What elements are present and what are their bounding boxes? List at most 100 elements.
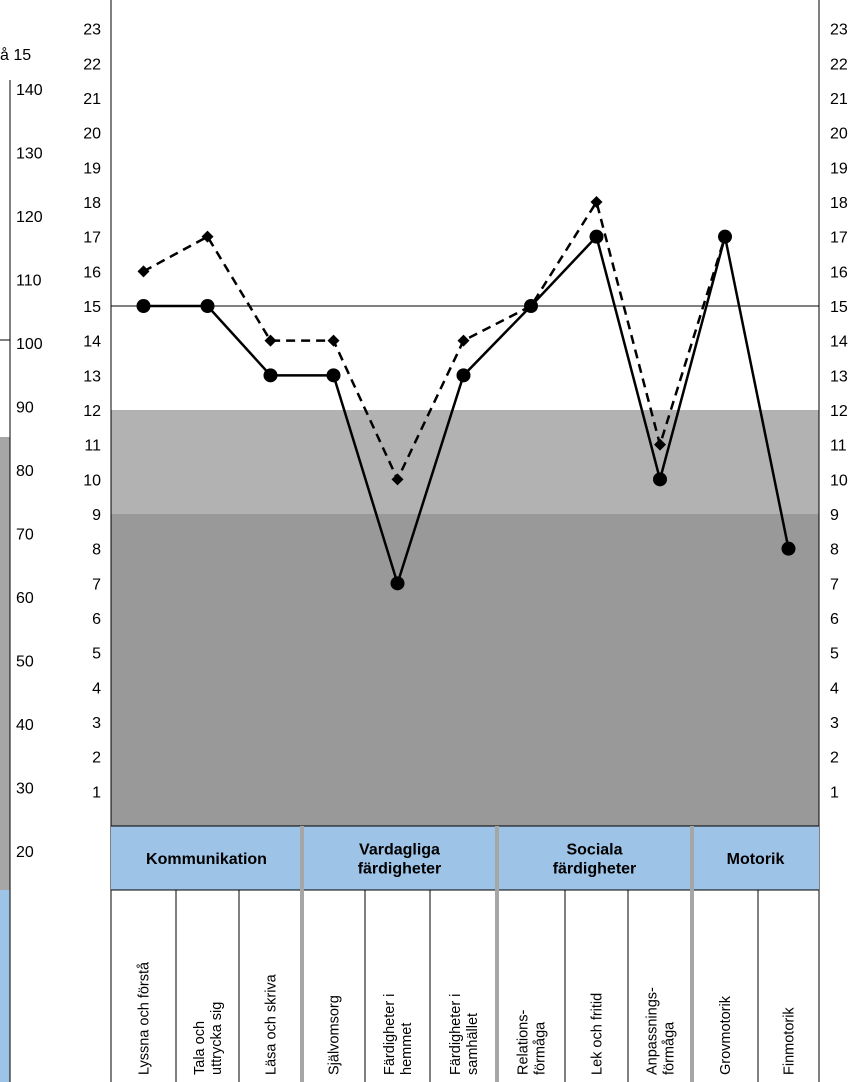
y-tick-label-left: 5 (92, 646, 101, 663)
point-diamond-marker (201, 230, 214, 243)
y-tick-label-left: 24 (83, 0, 101, 4)
y-tick-label-right: 16 (830, 264, 848, 281)
band-low (111, 514, 819, 826)
y-tick-label-left: 21 (83, 91, 101, 108)
domain-divider (495, 826, 499, 1082)
y-tick-label-left: 4 (92, 680, 101, 697)
point-diamond-marker (590, 196, 603, 208)
y-tick-label-right: 15 (830, 299, 848, 316)
domain-divider (300, 826, 304, 1082)
subtest-label: Grovmotorik (718, 995, 734, 1075)
y-tick-label-left: 18 (83, 195, 101, 212)
domain-divider (690, 826, 694, 1082)
y-tick-label-right: 10 (830, 472, 848, 489)
y-tick-label-left: 11 (84, 438, 101, 455)
domain-header-row (111, 826, 819, 890)
point-diamond-marker (264, 334, 277, 347)
point-circle-marker (390, 576, 405, 591)
point-diamond-marker (137, 265, 150, 278)
y-tick-label-right: 2 (830, 750, 839, 767)
point-circle-marker (263, 368, 278, 383)
subtest-label: samhället (465, 1013, 481, 1075)
y-tick-label-left: 19 (83, 160, 101, 177)
y-tick-label-right: 4 (830, 680, 839, 697)
y-tick-label-left: 7 (92, 576, 101, 593)
left-panel-tick-label: 120 (16, 209, 43, 226)
y-tick-label-right: 9 (830, 507, 839, 524)
left-panel-tick-label: 60 (16, 590, 34, 607)
domain-label: färdigheter (358, 861, 442, 878)
y-tick-label-right: 6 (830, 611, 839, 628)
y-tick-label-right: 12 (830, 403, 848, 420)
y-tick-label-left: 2 (92, 750, 101, 767)
point-diamond-marker (525, 300, 537, 312)
point-circle-marker (200, 299, 215, 313)
y-tick-label-right: 1 (830, 784, 839, 801)
point-circle-marker (781, 541, 796, 556)
y-tick-label-right: 5 (830, 646, 839, 663)
y-tick-label-left: 10 (83, 472, 101, 489)
subtest-label: Tala och (192, 1021, 208, 1075)
y-tick-label-left: 12 (83, 403, 101, 420)
y-tick-label-right: 7 (830, 576, 839, 593)
left-panel-header (0, 890, 10, 1082)
subtest-label: hemmet (399, 1023, 415, 1075)
y-tick-label-left: 6 (92, 611, 101, 628)
y-tick-label-left: 20 (83, 126, 101, 143)
point-circle-marker (136, 299, 151, 313)
left-panel-tick-label: 80 (16, 463, 34, 480)
point-circle-marker (326, 368, 341, 383)
y-tick-label-right: 8 (830, 542, 839, 559)
y-tick-label-left: 9 (92, 507, 101, 524)
left-panel-tick-label: 30 (16, 781, 34, 798)
subtest-label: Självomsorg (327, 995, 343, 1075)
y-tick-label-left: 3 (92, 715, 101, 732)
domain-label: Sociala (566, 842, 622, 859)
y-tick-label-right: 3 (830, 715, 839, 732)
point-diamond-marker (654, 438, 666, 451)
y-tick-label-left: 16 (83, 264, 101, 281)
left-panel-tick-label: 100 (16, 336, 43, 353)
y-tick-label-left: 23 (83, 22, 101, 39)
subtest-label: Relations- (516, 1010, 532, 1075)
y-tick-label-right: 22 (830, 56, 848, 73)
y-tick-label-right: 11 (830, 438, 847, 455)
left-panel-tick-label: 90 (16, 400, 34, 417)
y-tick-label-left: 22 (83, 56, 101, 73)
subtest-label: Finmotorik (782, 1007, 798, 1075)
left-panel-tick-label: 70 (16, 527, 34, 544)
subtest-label: Läsa och skriva (264, 973, 280, 1075)
left-panel-tick-label: 20 (16, 844, 34, 861)
domain-label: Motorik (727, 851, 785, 868)
y-tick-label-left: 1 (92, 784, 101, 801)
y-tick-label-right: 18 (830, 195, 848, 212)
left-panel-tick-label: 140 (16, 82, 43, 99)
subtest-label: Anpassnings- (645, 987, 661, 1075)
domain-label: färdigheter (553, 861, 637, 878)
point-diamond-marker (719, 230, 731, 243)
y-tick-label-left: 8 (92, 542, 101, 559)
point-circle-marker (456, 368, 471, 383)
y-tick-label-right: 19 (830, 160, 848, 177)
subtest-label: uttrycka sig (209, 1002, 225, 1075)
left-panel-tick-label: 40 (16, 717, 34, 734)
y-tick-label-right: 14 (830, 334, 848, 351)
domain-label: Vardagliga (359, 842, 440, 859)
subtest-label: Lek och fritid (590, 993, 606, 1075)
subtest-label: Färdigheter i (448, 994, 464, 1075)
y-tick-label-right: 17 (830, 230, 848, 247)
band-mid (111, 410, 819, 514)
point-circle-marker (589, 229, 604, 244)
y-tick-label-right: 23 (830, 22, 848, 39)
y-tick-label-left: 13 (83, 368, 101, 385)
point-diamond-marker (457, 334, 470, 347)
domain-label: Kommunikation (146, 851, 267, 868)
y-tick-label-left: 14 (83, 334, 101, 351)
subtest-label: Lyssna och förstå (137, 961, 153, 1075)
left-panel-tick-label: 110 (16, 273, 42, 290)
series-dashed-line (142, 198, 727, 483)
y-tick-label-right: 20 (830, 126, 848, 143)
subtest-label: förmåga (533, 1021, 549, 1075)
